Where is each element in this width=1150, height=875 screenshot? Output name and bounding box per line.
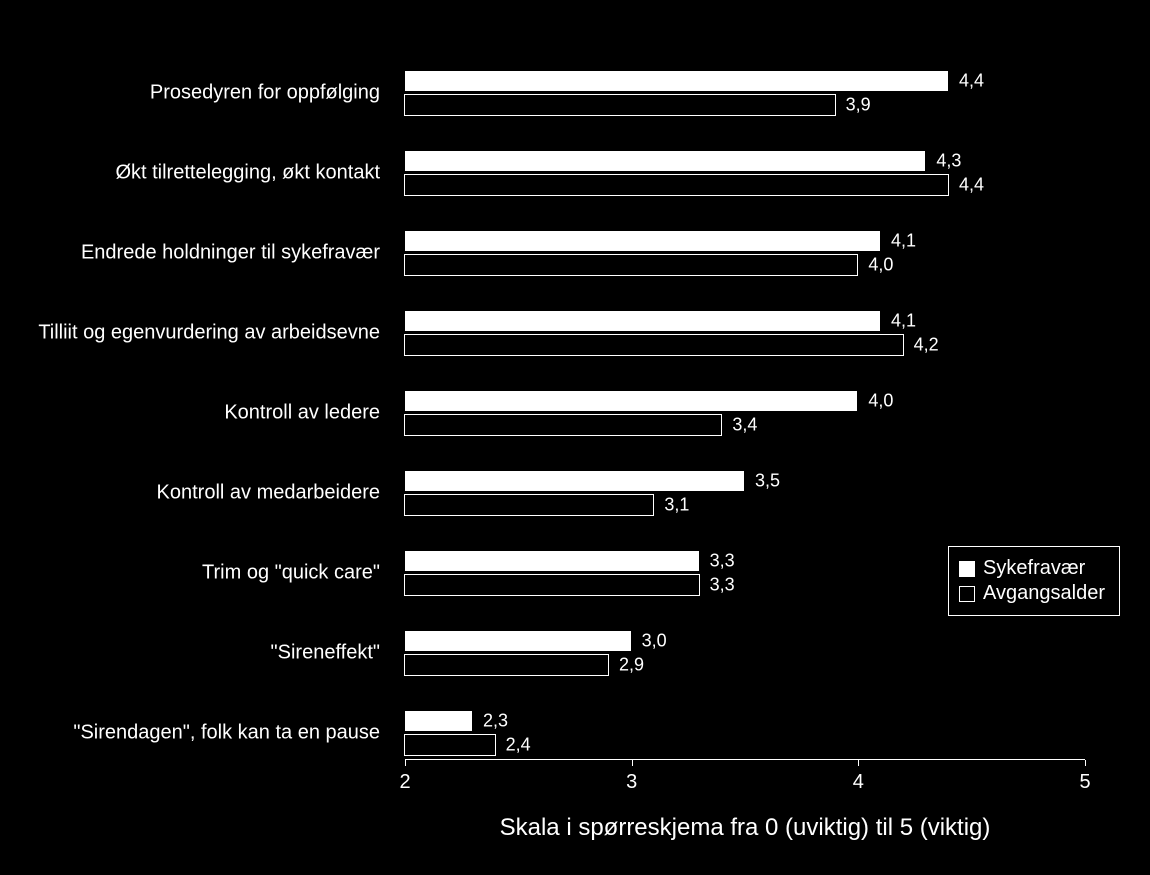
bar-s2 (404, 334, 904, 356)
bar-s1 (404, 710, 473, 732)
bar-value-label: 4,2 (914, 335, 939, 356)
legend-label: Sykefravær (983, 557, 1085, 580)
bar-s1 (404, 230, 881, 252)
x-axis-line (405, 759, 1085, 760)
bar-s2 (404, 94, 836, 116)
legend-swatch-icon (959, 586, 975, 602)
bar-value-label: 4,1 (891, 231, 916, 252)
legend-label: Avgangsalder (983, 582, 1105, 605)
x-axis-title: Skala i spørreskjema fra 0 (uviktig) til… (500, 814, 991, 842)
legend-item-sykefravaer: Sykefravær (959, 557, 1105, 580)
category-label: Kontroll av medarbeidere (0, 482, 380, 505)
legend-swatch-icon (959, 561, 975, 577)
bar-s1 (404, 150, 926, 172)
bar-s1 (404, 310, 881, 332)
bar-value-label: 3,0 (642, 631, 667, 652)
bar-value-label: 3,3 (710, 551, 735, 572)
chart-container: Skala i spørreskjema fra 0 (uviktig) til… (0, 0, 1150, 875)
bar-s2 (404, 574, 700, 596)
x-tick-label: 5 (1079, 771, 1090, 794)
category-label: Tilliit og egenvurdering av arbeidsevne (0, 322, 380, 345)
bar-s2 (404, 414, 722, 436)
legend-item-avgangsalder: Avgangsalder (959, 582, 1105, 605)
bar-value-label: 2,3 (483, 711, 508, 732)
bar-value-label: 3,5 (755, 471, 780, 492)
category-label: Prosedyren for oppfølging (0, 82, 380, 105)
x-tick (632, 760, 633, 766)
bar-s1 (404, 630, 632, 652)
bar-value-label: 3,4 (732, 415, 757, 436)
x-tick-label: 3 (626, 771, 637, 794)
category-label: Økt tilrettelegging, økt kontakt (0, 162, 380, 185)
x-tick (405, 760, 406, 766)
bar-value-label: 4,4 (959, 175, 984, 196)
bar-value-label: 3,9 (846, 95, 871, 116)
bar-s1 (404, 550, 700, 572)
category-label: "Sirendagen", folk kan ta en pause (0, 722, 380, 745)
category-label: "Sireneffekt" (0, 642, 380, 665)
x-tick-label: 2 (399, 771, 410, 794)
bar-s1 (404, 470, 745, 492)
bar-s2 (404, 654, 609, 676)
category-label: Endrede holdninger til sykefravær (0, 242, 380, 265)
bar-value-label: 2,4 (506, 735, 531, 756)
bar-value-label: 3,3 (710, 575, 735, 596)
plot-area: Skala i spørreskjema fra 0 (uviktig) til… (405, 40, 1085, 760)
bar-s2 (404, 254, 858, 276)
x-tick-label: 4 (853, 771, 864, 794)
x-tick (858, 760, 859, 766)
bar-s1 (404, 390, 858, 412)
bar-s2 (404, 734, 496, 756)
bar-value-label: 4,0 (868, 391, 893, 412)
bar-value-label: 4,0 (868, 255, 893, 276)
bar-s2 (404, 174, 949, 196)
bar-value-label: 4,1 (891, 311, 916, 332)
bar-value-label: 4,3 (936, 151, 961, 172)
bar-s1 (404, 70, 949, 92)
category-label: Kontroll av ledere (0, 402, 380, 425)
x-tick (1085, 760, 1086, 766)
legend: Sykefravær Avgangsalder (948, 546, 1120, 616)
bar-value-label: 3,1 (664, 495, 689, 516)
bar-s2 (404, 494, 654, 516)
bar-value-label: 4,4 (959, 71, 984, 92)
category-label: Trim og "quick care" (0, 562, 380, 585)
bar-value-label: 2,9 (619, 655, 644, 676)
